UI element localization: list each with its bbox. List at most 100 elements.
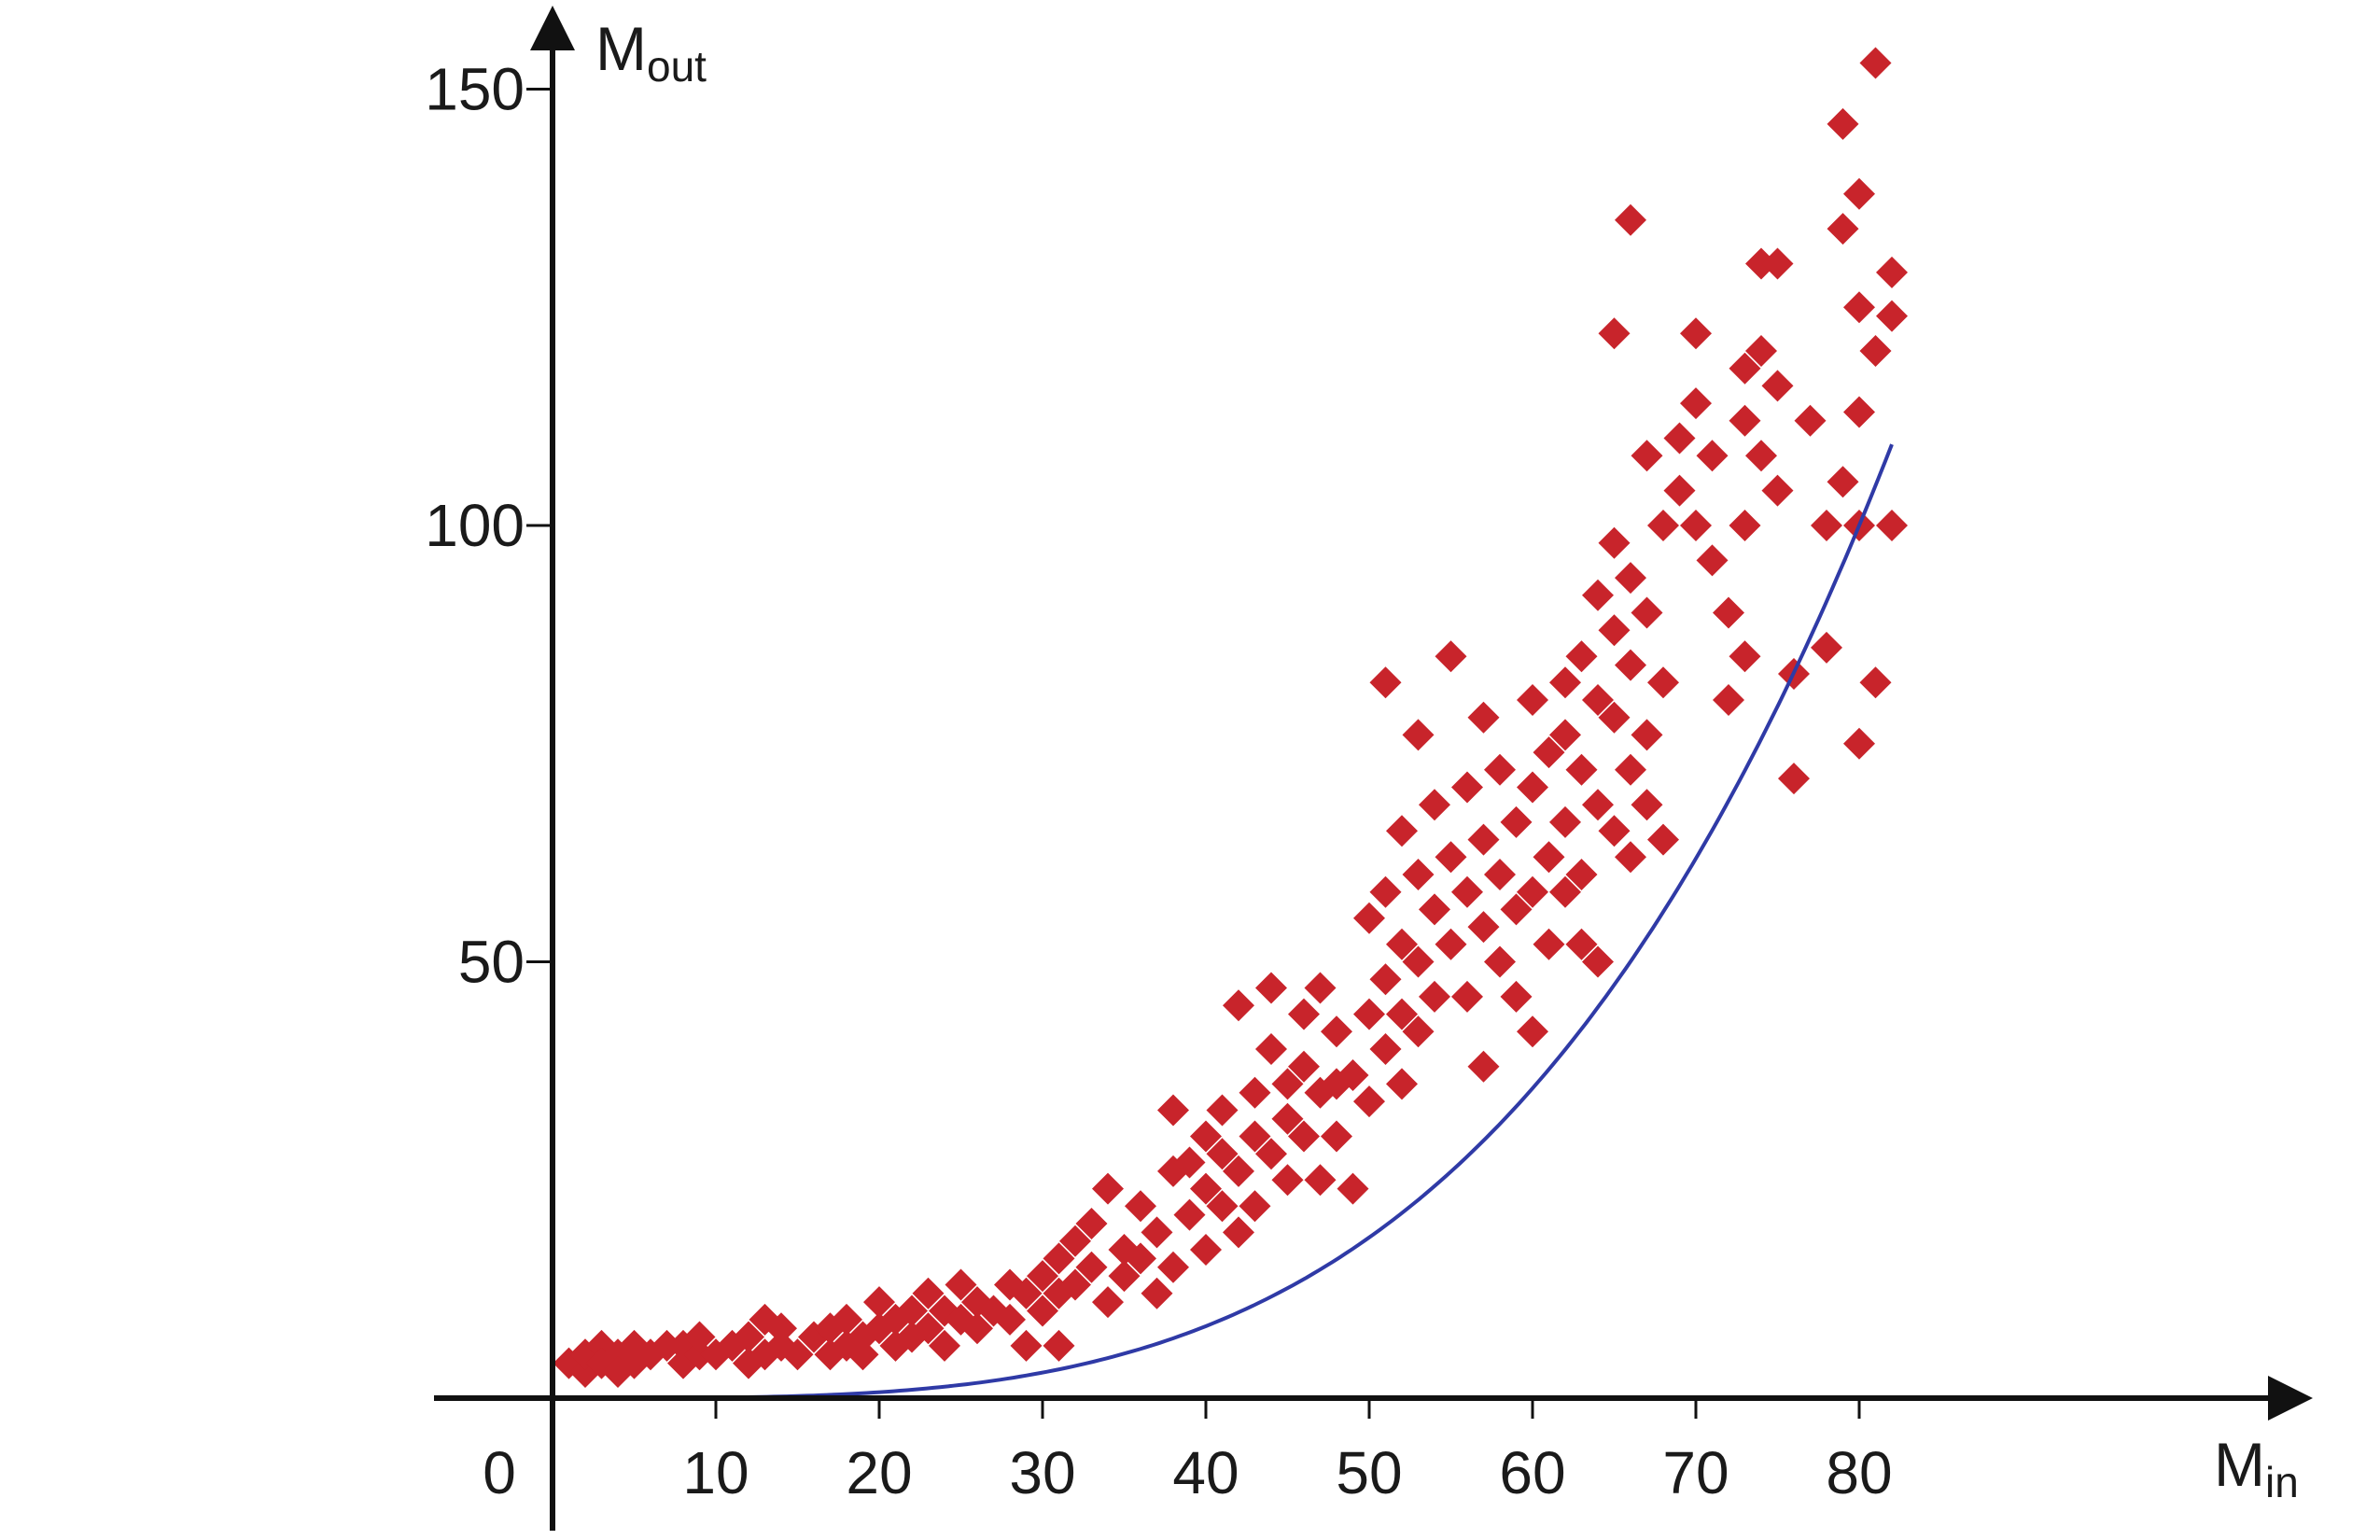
data-point xyxy=(1827,466,1859,498)
data-point xyxy=(847,1338,879,1371)
data-point xyxy=(863,1286,895,1319)
data-point xyxy=(1435,928,1467,960)
data-point xyxy=(1517,684,1548,716)
data-point xyxy=(1647,823,1679,856)
data-point xyxy=(994,1303,1026,1336)
data-point xyxy=(1811,631,1842,664)
x-axis-arrow-icon xyxy=(2268,1376,2313,1421)
data-point xyxy=(1827,107,1859,140)
x-tick-label: 70 xyxy=(1662,1439,1729,1506)
data-point xyxy=(1402,859,1435,890)
data-point xyxy=(896,1295,928,1327)
data-point xyxy=(1337,1059,1369,1092)
data-point xyxy=(1729,510,1761,541)
data-point xyxy=(1386,1068,1418,1100)
data-point xyxy=(1157,1251,1189,1283)
data-point xyxy=(1255,972,1287,1004)
data-point xyxy=(961,1312,993,1345)
data-point xyxy=(1369,875,1402,908)
data-point xyxy=(1353,1085,1385,1118)
data-point xyxy=(1467,1050,1500,1083)
data-point xyxy=(1843,396,1875,428)
y-axis-title-main: M xyxy=(595,14,647,83)
data-point xyxy=(1500,980,1533,1013)
data-point xyxy=(1859,666,1892,699)
data-point xyxy=(1582,684,1614,716)
data-point xyxy=(929,1329,960,1362)
data-point xyxy=(1304,1164,1337,1197)
data-point xyxy=(1761,247,1794,280)
data-point xyxy=(1206,1138,1239,1170)
data-point xyxy=(1745,247,1777,280)
data-point xyxy=(1075,1251,1108,1283)
data-point xyxy=(1206,1094,1239,1127)
data-point xyxy=(683,1338,716,1371)
data-point xyxy=(1713,684,1744,716)
data-point xyxy=(1304,972,1337,1004)
data-point xyxy=(1876,256,1908,288)
data-point xyxy=(1615,841,1646,874)
data-point xyxy=(1843,727,1875,760)
data-point xyxy=(1239,1076,1271,1109)
data-point xyxy=(1565,928,1598,960)
data-point xyxy=(1680,510,1712,541)
data-point xyxy=(1615,562,1646,595)
y-axis-title-sub: out xyxy=(647,42,707,91)
data-point xyxy=(1549,875,1581,908)
data-point xyxy=(1467,823,1500,856)
x-tick-label: 50 xyxy=(1336,1439,1402,1506)
data-point xyxy=(1223,1155,1254,1187)
data-point xyxy=(1500,893,1533,926)
data-point xyxy=(1108,1260,1141,1293)
data-point xyxy=(1549,666,1581,699)
x-tick-label: 80 xyxy=(1826,1439,1892,1506)
data-point xyxy=(1663,474,1696,507)
x-axis-title-sub: in xyxy=(2265,1458,2299,1506)
data-point xyxy=(831,1303,862,1336)
data-point xyxy=(1043,1329,1075,1362)
data-point xyxy=(1435,640,1467,673)
data-point xyxy=(1369,963,1402,996)
data-point xyxy=(1337,1172,1369,1205)
origin-label: 0 xyxy=(483,1439,516,1506)
data-point xyxy=(1239,1120,1271,1153)
data-point xyxy=(1533,841,1565,874)
data-point xyxy=(1696,440,1729,472)
data-point xyxy=(781,1338,814,1371)
x-tick-label: 10 xyxy=(682,1439,749,1506)
data-point xyxy=(1059,1225,1091,1257)
axes xyxy=(434,6,2313,1531)
data-point xyxy=(1827,213,1859,245)
data-point xyxy=(1794,404,1827,437)
data-point xyxy=(1500,805,1533,838)
data-point xyxy=(1157,1094,1189,1127)
data-point xyxy=(1713,596,1744,629)
data-point xyxy=(1451,980,1483,1013)
data-point xyxy=(1288,998,1320,1030)
data-point xyxy=(1745,440,1777,472)
data-point xyxy=(1631,596,1663,629)
data-point xyxy=(1843,291,1875,324)
y-tick-label: 150 xyxy=(425,56,525,123)
data-point xyxy=(1582,945,1614,978)
x-tick-label: 40 xyxy=(1172,1439,1239,1506)
data-point xyxy=(1288,1120,1320,1153)
data-point xyxy=(1386,998,1418,1030)
data-point xyxy=(912,1312,945,1345)
x-axis-title-main: M xyxy=(2214,1430,2265,1499)
data-point xyxy=(1092,1286,1124,1319)
data-point xyxy=(1027,1295,1058,1327)
data-point xyxy=(1565,753,1598,786)
data-point xyxy=(1190,1234,1222,1267)
data-point xyxy=(765,1312,797,1345)
data-point xyxy=(1239,1190,1271,1223)
data-point xyxy=(1549,719,1581,751)
data-point xyxy=(1271,1068,1304,1100)
data-point xyxy=(1223,989,1254,1022)
data-point xyxy=(1027,1260,1058,1293)
data-point xyxy=(1598,317,1631,350)
y-tick-label: 100 xyxy=(425,492,525,559)
data-point xyxy=(1615,203,1646,236)
data-point xyxy=(1321,1015,1352,1048)
data-point xyxy=(1419,789,1450,821)
